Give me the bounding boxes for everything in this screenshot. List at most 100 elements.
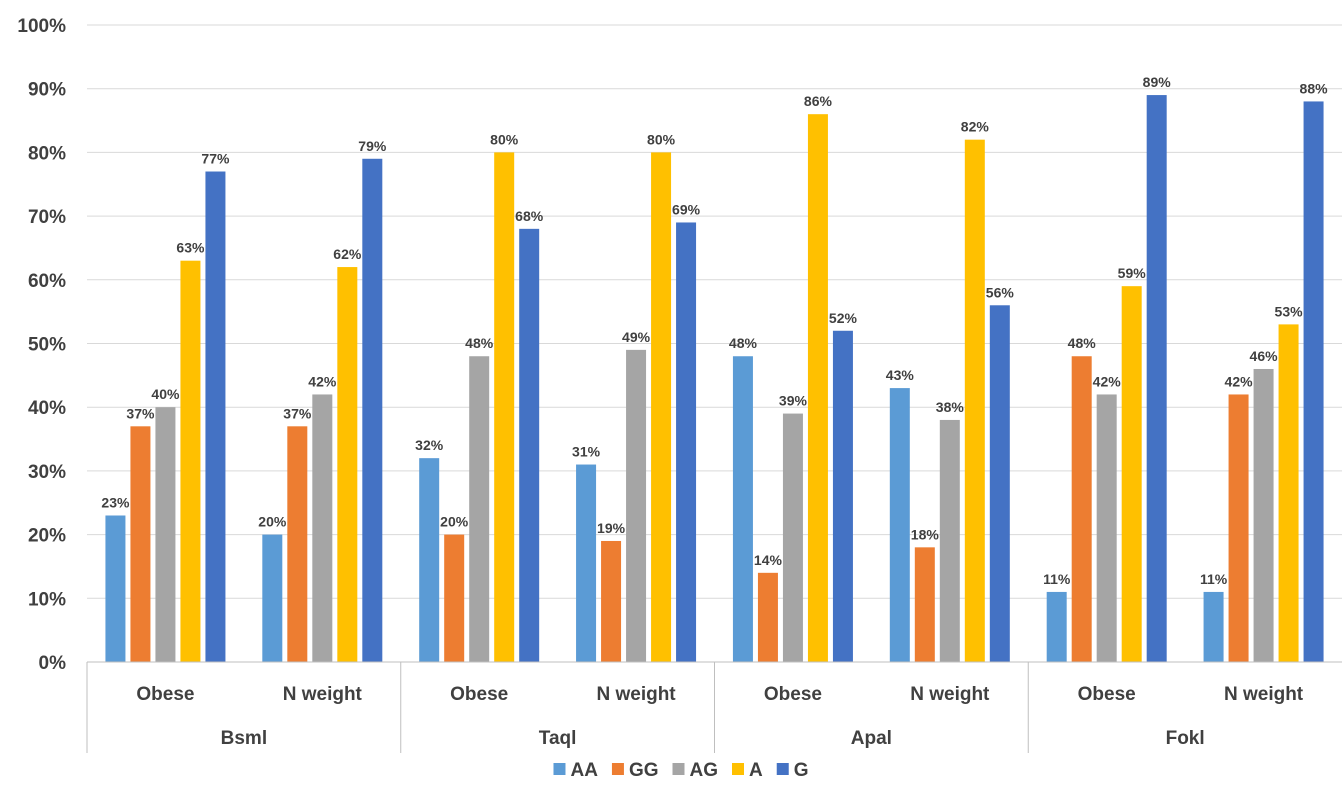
bar-ag bbox=[469, 356, 490, 662]
data-label: 59% bbox=[1118, 265, 1147, 281]
group-label: Taql bbox=[539, 728, 577, 749]
bar-ag bbox=[155, 407, 176, 662]
y-tick-label: 10% bbox=[28, 589, 66, 610]
bar-g bbox=[205, 171, 226, 662]
y-tick-label: 30% bbox=[28, 462, 66, 483]
legend-swatch-g bbox=[776, 763, 789, 775]
data-label: 46% bbox=[1250, 348, 1279, 364]
data-label: 19% bbox=[597, 520, 626, 536]
data-label: 37% bbox=[126, 405, 155, 421]
bar-g bbox=[1303, 101, 1324, 662]
bar-aa bbox=[889, 388, 910, 662]
data-label: 80% bbox=[490, 131, 519, 147]
data-label: 38% bbox=[936, 399, 965, 415]
category-label: N weight bbox=[596, 684, 676, 705]
bar-ag bbox=[939, 419, 960, 662]
data-label: 63% bbox=[176, 240, 205, 256]
data-label: 62% bbox=[333, 246, 362, 262]
data-label: 31% bbox=[572, 444, 601, 460]
data-labels: 23% 37% 40% 63% 77% 20% 37% 42% 62% 79% 32% 20% 48% 8… bbox=[101, 74, 1328, 587]
bar-aa bbox=[1203, 591, 1224, 662]
data-label: 11% bbox=[1043, 571, 1071, 587]
data-label: 20% bbox=[440, 514, 469, 530]
bar-ag bbox=[626, 349, 647, 662]
bar-aa bbox=[419, 458, 440, 662]
data-label: 18% bbox=[911, 526, 940, 542]
data-label: 89% bbox=[1143, 74, 1172, 90]
bar-aa bbox=[732, 356, 753, 662]
bar-gg bbox=[757, 572, 778, 662]
bar-gg bbox=[444, 534, 465, 662]
bar-ag bbox=[782, 413, 803, 662]
category-label: N weight bbox=[1224, 684, 1304, 705]
bar-g bbox=[832, 330, 853, 662]
group-label: Bsml bbox=[221, 728, 267, 749]
legend-swatch-a bbox=[732, 763, 744, 775]
bars bbox=[105, 95, 1324, 663]
legend-swatch-gg bbox=[611, 763, 624, 775]
bar-a bbox=[964, 139, 985, 662]
y-tick-label: 20% bbox=[28, 526, 66, 547]
data-label: 32% bbox=[415, 437, 444, 453]
y-tick-label: 60% bbox=[28, 271, 66, 292]
data-label: 48% bbox=[1068, 335, 1097, 351]
data-label: 77% bbox=[201, 151, 230, 167]
data-label: 86% bbox=[804, 93, 833, 109]
data-label: 42% bbox=[1225, 373, 1254, 389]
bar-ag bbox=[1253, 368, 1274, 662]
bar-a bbox=[651, 152, 672, 662]
x-axis: Obese N weight Obese N weight Obese N weight O… bbox=[86, 661, 1342, 753]
legend-label: GG bbox=[629, 760, 659, 781]
data-label: 69% bbox=[672, 201, 701, 217]
bar-g bbox=[989, 305, 1010, 662]
y-axis: 0% 10% 20% 30% 40% 50% 60% 70% 80% 90% 100% bbox=[17, 16, 66, 674]
data-label: 52% bbox=[829, 310, 858, 326]
data-label: 82% bbox=[961, 119, 990, 135]
data-label: 39% bbox=[779, 393, 808, 409]
legend-label: AG bbox=[690, 760, 719, 781]
bar-g bbox=[676, 222, 697, 662]
data-label: 11% bbox=[1200, 571, 1228, 587]
y-tick-label: 80% bbox=[28, 143, 66, 164]
category-label: Obese bbox=[1078, 684, 1136, 705]
bar-g bbox=[1146, 95, 1167, 662]
bar-aa bbox=[262, 534, 283, 662]
category-label: Obese bbox=[136, 684, 194, 705]
y-tick-label: 70% bbox=[28, 207, 66, 228]
bar-ag bbox=[312, 394, 333, 662]
bar-a bbox=[807, 114, 828, 663]
group-label: Fokl bbox=[1166, 728, 1205, 749]
legend-label: G bbox=[794, 760, 809, 781]
y-tick-label: 40% bbox=[28, 398, 66, 419]
bar-a bbox=[1278, 324, 1299, 662]
bar-a bbox=[1121, 286, 1142, 662]
legend-swatch-ag bbox=[672, 763, 685, 775]
data-label: 48% bbox=[729, 335, 758, 351]
data-label: 23% bbox=[101, 494, 130, 510]
bar-gg bbox=[287, 426, 308, 662]
data-label: 80% bbox=[647, 131, 676, 147]
bar-gg bbox=[1071, 356, 1092, 662]
bar-gg bbox=[914, 547, 935, 662]
data-label: 42% bbox=[308, 373, 337, 389]
bar-aa bbox=[105, 515, 126, 662]
data-label: 88% bbox=[1300, 80, 1329, 96]
bar-gg bbox=[1228, 394, 1249, 662]
y-tick-label: 0% bbox=[39, 653, 67, 674]
bar-ag bbox=[1096, 394, 1117, 662]
legend: AA GG AG A G bbox=[553, 760, 809, 781]
category-label: N weight bbox=[283, 684, 363, 705]
category-label: Obese bbox=[764, 684, 822, 705]
data-label: 40% bbox=[151, 386, 180, 402]
bar-a bbox=[494, 152, 515, 662]
data-label: 42% bbox=[1093, 373, 1122, 389]
bar-g bbox=[362, 158, 383, 662]
bar-aa bbox=[576, 464, 597, 662]
legend-swatch-aa bbox=[553, 763, 566, 775]
legend-label: AA bbox=[570, 760, 598, 781]
data-label: 43% bbox=[886, 367, 915, 383]
data-label: 14% bbox=[754, 552, 783, 568]
data-label: 79% bbox=[358, 138, 387, 154]
bar-gg bbox=[130, 426, 151, 662]
